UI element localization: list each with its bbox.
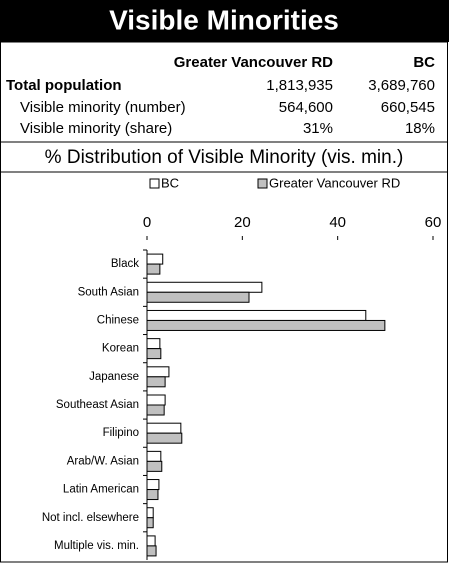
row-label: Visible minority (share): [20, 120, 172, 137]
bar: [146, 366, 170, 378]
row-label: Visible minority (number): [20, 99, 186, 116]
column-header: Greater Vancouver RD: [174, 54, 333, 71]
bar: [146, 535, 156, 547]
x-tick-label: 0: [143, 214, 151, 231]
y-tick-label: South Asian: [78, 286, 139, 298]
legend-label: Greater Vancouver RD: [269, 175, 400, 190]
x-tick-label: 20: [234, 214, 251, 231]
page-title: Visible Minorities: [109, 4, 339, 35]
bar: [146, 281, 263, 293]
y-tick-label: Chinese: [97, 314, 139, 326]
cell: 1,813,935: [266, 77, 333, 94]
y-tick-label: Black: [111, 258, 139, 270]
bar: [146, 394, 166, 406]
bar: [146, 460, 163, 472]
bar: [146, 291, 250, 303]
bar: [146, 338, 161, 350]
bar: [146, 450, 162, 462]
bar: [146, 479, 160, 491]
bar: [146, 309, 367, 321]
bar: [146, 404, 165, 416]
y-tick-label: Japanese: [89, 371, 139, 383]
y-tick-label: Multiple vis. min.: [54, 540, 139, 552]
legend-label: BC: [161, 175, 179, 190]
legend-swatch: [149, 178, 160, 189]
bar: [146, 348, 162, 360]
y-tick-label: Latin American: [63, 484, 139, 496]
bar: [146, 545, 157, 557]
subtitle-box: [0, 141, 448, 173]
title-bar: [0, 0, 449, 42]
legend-swatch: [257, 178, 268, 189]
cell: 31%: [303, 120, 333, 137]
bar: [146, 507, 154, 519]
bar: [146, 432, 183, 444]
frame: [0, 41, 448, 563]
bar: [146, 422, 182, 434]
bar: [146, 517, 154, 529]
bar: [146, 253, 164, 265]
y-tick-label: Korean: [102, 343, 139, 355]
bar: [146, 319, 386, 331]
row-label: Total population: [6, 77, 122, 94]
cell: 564,600: [279, 99, 333, 116]
chart-title: % Distribution of Visible Minority (vis.…: [45, 147, 404, 168]
y-tick-label: Filipino: [103, 427, 139, 439]
bar: [146, 489, 159, 501]
column-header: BC: [413, 54, 435, 71]
y-tick-label: Southeast Asian: [56, 399, 139, 411]
y-tick-label: Arab/W. Asian: [67, 455, 139, 467]
cell: 3,689,760: [368, 77, 435, 94]
y-tick-label: Not incl. elsewhere: [42, 512, 139, 524]
bar: [146, 376, 166, 388]
x-tick-label: 60: [425, 214, 442, 231]
bar: [146, 263, 161, 275]
cell: 660,545: [381, 99, 435, 116]
cell: 18%: [405, 120, 435, 137]
x-tick-label: 40: [329, 214, 346, 231]
